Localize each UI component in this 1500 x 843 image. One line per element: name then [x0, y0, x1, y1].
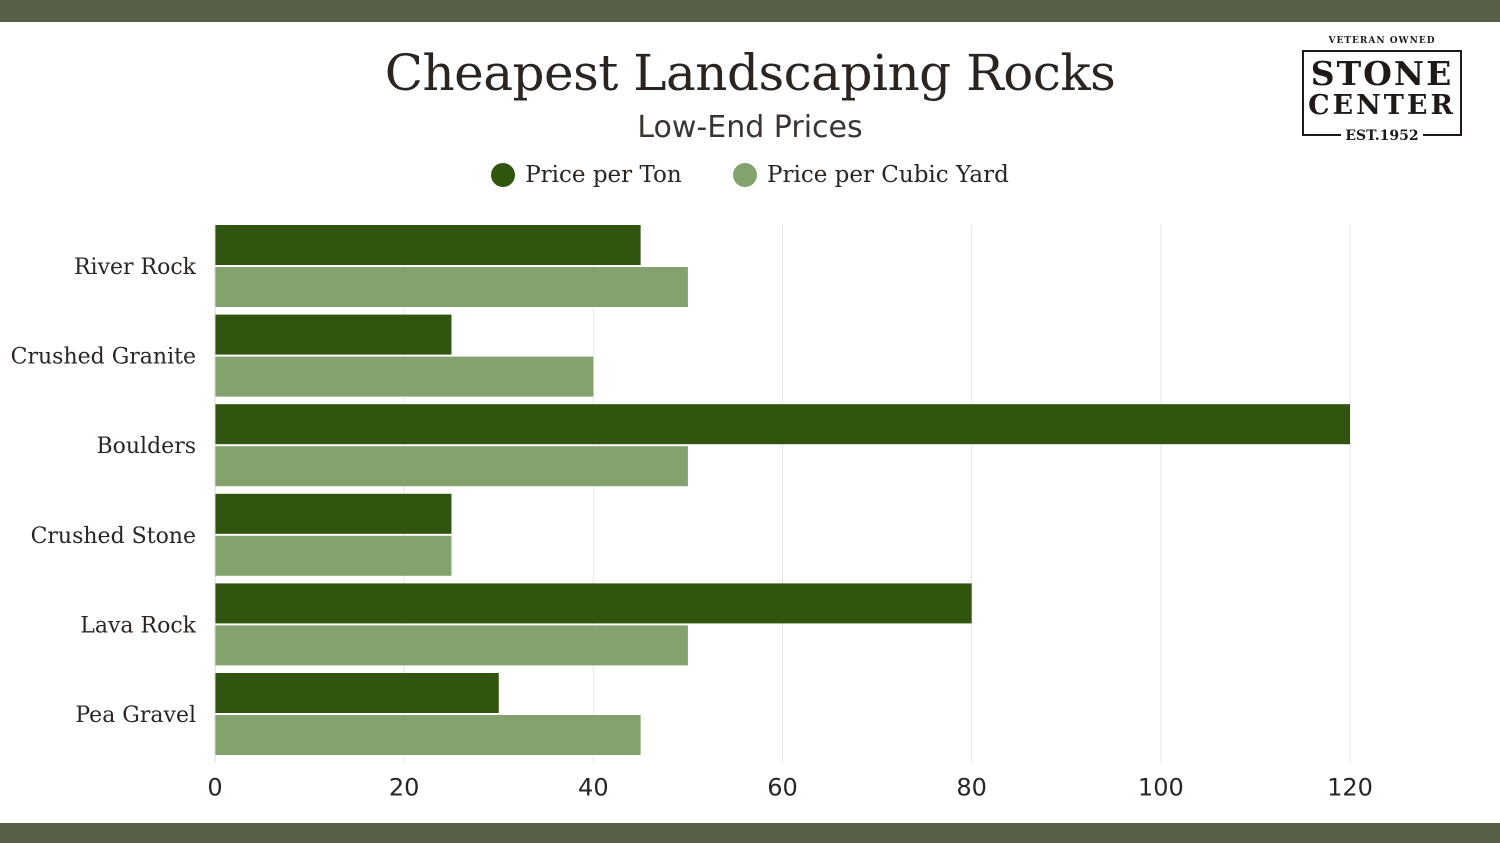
legend-label-per-ton: Price per Ton — [525, 162, 682, 188]
bar-chart: River Rock Crushed Granite Boulders Crushed… — [11, 225, 1373, 802]
bar-river-rock-per-cubic-yard — [215, 267, 688, 307]
bottom-band — [0, 823, 1500, 843]
logo-est-text: EST.1952 — [1341, 128, 1423, 144]
x-tick-label-80: 80 — [956, 774, 987, 802]
bar-crushed-stone-per-cubic-yard — [215, 535, 452, 576]
logo-line1: STONE — [1310, 54, 1454, 93]
legend-item-per-ton: Price per Ton — [491, 162, 682, 188]
x-tick-label-0: 0 — [207, 774, 222, 802]
category-label-boulders: Boulders — [96, 434, 196, 459]
legend-item-per-cubic-yard: Price per Cubic Yard — [733, 162, 1009, 188]
top-band — [0, 0, 1500, 22]
logo-est: EST.1952 — [1304, 125, 1460, 144]
bar-boulders-per-ton — [215, 404, 1350, 445]
x-tick-label-40: 40 — [578, 774, 609, 802]
bar-crushed-stone-per-ton — [215, 493, 452, 534]
bar-boulders-per-cubic-yard — [215, 446, 688, 487]
category-label-lava-rock: Lava Rock — [80, 613, 196, 638]
logo-box: STONE CENTER EST.1952 — [1302, 50, 1462, 144]
bar-crushed-granite-per-ton — [215, 314, 452, 355]
logo-line2: CENTER — [1308, 90, 1456, 121]
chart-title: Cheapest Landscaping Rocks — [384, 44, 1116, 102]
chart-subtitle: Low-End Prices — [637, 110, 863, 145]
category-label-crushed-granite: Crushed Granite — [11, 345, 196, 370]
bar-river-rock-per-ton — [215, 225, 641, 265]
legend-swatch-per-cubic-yard — [733, 163, 758, 187]
x-tick-label-120: 120 — [1327, 774, 1373, 802]
bar-pea-gravel-per-cubic-yard — [215, 715, 641, 755]
x-tick-label-60: 60 — [767, 774, 798, 802]
x-tick-label-100: 100 — [1138, 774, 1184, 802]
x-tick-label-20: 20 — [389, 774, 420, 802]
category-label-crushed-stone: Crushed Stone — [31, 524, 196, 549]
bar-lava-rock-per-ton — [215, 583, 972, 624]
bar-pea-gravel-per-ton — [215, 673, 499, 713]
stone-center-logo: VETERAN OWNED STONE CENTER EST.1952 — [1302, 36, 1462, 144]
legend-label-per-cubic-yard: Price per Cubic Yard — [767, 162, 1009, 188]
bar-crushed-granite-per-cubic-yard — [215, 356, 594, 397]
category-label-river-rock: River Rock — [74, 255, 197, 280]
legend-swatch-per-ton — [491, 163, 516, 187]
category-label-pea-gravel: Pea Gravel — [75, 703, 196, 728]
legend: Price per Ton Price per Cubic Yard — [0, 162, 1500, 193]
logo-top-text: VETERAN OWNED — [1328, 36, 1436, 46]
bar-lava-rock-per-cubic-yard — [215, 625, 688, 666]
